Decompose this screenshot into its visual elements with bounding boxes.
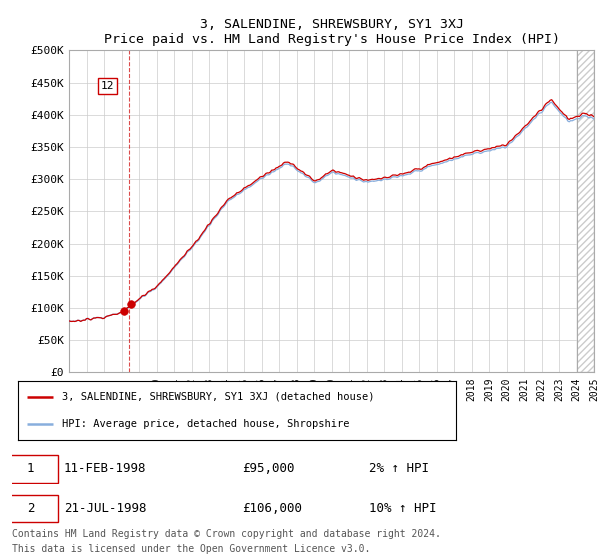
- Title: 3, SALENDINE, SHREWSBURY, SY1 3XJ
Price paid vs. HM Land Registry's House Price : 3, SALENDINE, SHREWSBURY, SY1 3XJ Price …: [104, 18, 560, 46]
- Point: [119, 307, 128, 316]
- Point: [127, 300, 136, 309]
- Text: 21-JUL-1998: 21-JUL-1998: [64, 502, 146, 515]
- Text: £106,000: £106,000: [242, 502, 302, 515]
- Text: 12: 12: [101, 81, 114, 91]
- Text: Contains HM Land Registry data © Crown copyright and database right 2024.: Contains HM Land Registry data © Crown c…: [12, 529, 441, 539]
- FancyBboxPatch shape: [4, 455, 58, 483]
- Text: 10% ↑ HPI: 10% ↑ HPI: [369, 502, 437, 515]
- Text: 2% ↑ HPI: 2% ↑ HPI: [369, 463, 429, 475]
- Text: HPI: Average price, detached house, Shropshire: HPI: Average price, detached house, Shro…: [62, 419, 349, 429]
- Text: 2: 2: [26, 502, 34, 515]
- Text: 3, SALENDINE, SHREWSBURY, SY1 3XJ (detached house): 3, SALENDINE, SHREWSBURY, SY1 3XJ (detac…: [62, 391, 374, 402]
- FancyBboxPatch shape: [4, 494, 58, 522]
- Text: This data is licensed under the Open Government Licence v3.0.: This data is licensed under the Open Gov…: [12, 544, 370, 554]
- Text: 1: 1: [26, 463, 34, 475]
- Text: £95,000: £95,000: [242, 463, 295, 475]
- Text: 11-FEB-1998: 11-FEB-1998: [64, 463, 146, 475]
